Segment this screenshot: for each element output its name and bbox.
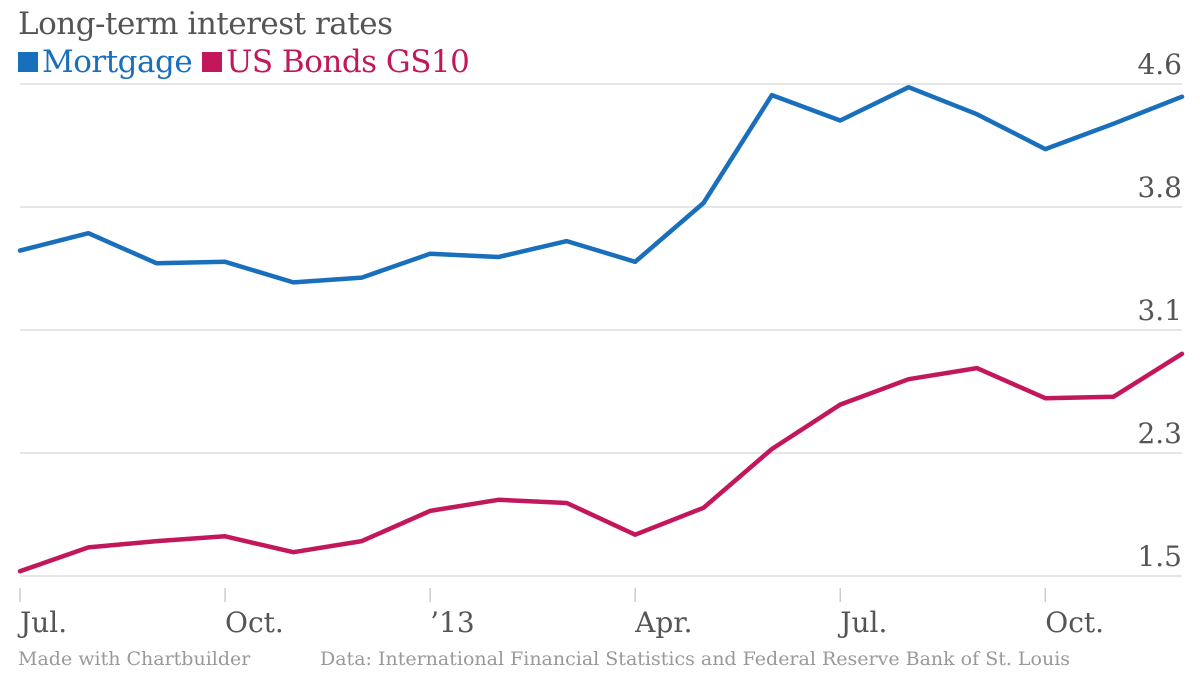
footer-credit: Made with Chartbuilder bbox=[18, 648, 251, 670]
legend-swatch-mortgage bbox=[18, 52, 38, 72]
x-tick-label: ’13 bbox=[430, 606, 475, 639]
series-line-bonds bbox=[17, 351, 1185, 574]
legend-label-bonds: US Bonds GS10 bbox=[226, 44, 470, 80]
x-axis: Jul. Oct. ’13 Apr. Jul. Oct. bbox=[17, 588, 1104, 639]
x-tick-label: Jul. bbox=[17, 606, 67, 639]
x-tick-label: Oct. bbox=[225, 606, 284, 639]
series-line-mortgage bbox=[17, 84, 1185, 285]
legend-label-mortgage: Mortgage bbox=[42, 44, 193, 80]
legend-swatch-bonds bbox=[202, 52, 223, 72]
x-tick-label: Jul. bbox=[837, 606, 887, 639]
legend: Mortgage US Bonds GS10 bbox=[18, 44, 479, 80]
chart-title: Long-term interest rates bbox=[18, 6, 393, 42]
legend-item-mortgage: Mortgage bbox=[18, 44, 193, 80]
y-tick-label: 4.6 bbox=[1137, 48, 1182, 81]
footer-source: Data: International Financial Statistics… bbox=[320, 648, 1071, 670]
x-tick-label: Oct. bbox=[1045, 606, 1104, 639]
x-tick-label: Apr. bbox=[634, 606, 692, 639]
y-axis-ticks: 4.6 3.8 3.1 2.3 1.5 bbox=[1137, 48, 1182, 573]
y-tick-label: 3.1 bbox=[1137, 294, 1182, 327]
y-tick-label: 2.3 bbox=[1137, 417, 1182, 450]
y-tick-label: 3.8 bbox=[1137, 171, 1182, 204]
series-lines bbox=[17, 84, 1185, 574]
gridlines bbox=[20, 83, 1182, 577]
legend-item-bonds: US Bonds GS10 bbox=[202, 44, 470, 80]
y-tick-label: 1.5 bbox=[1137, 540, 1182, 573]
